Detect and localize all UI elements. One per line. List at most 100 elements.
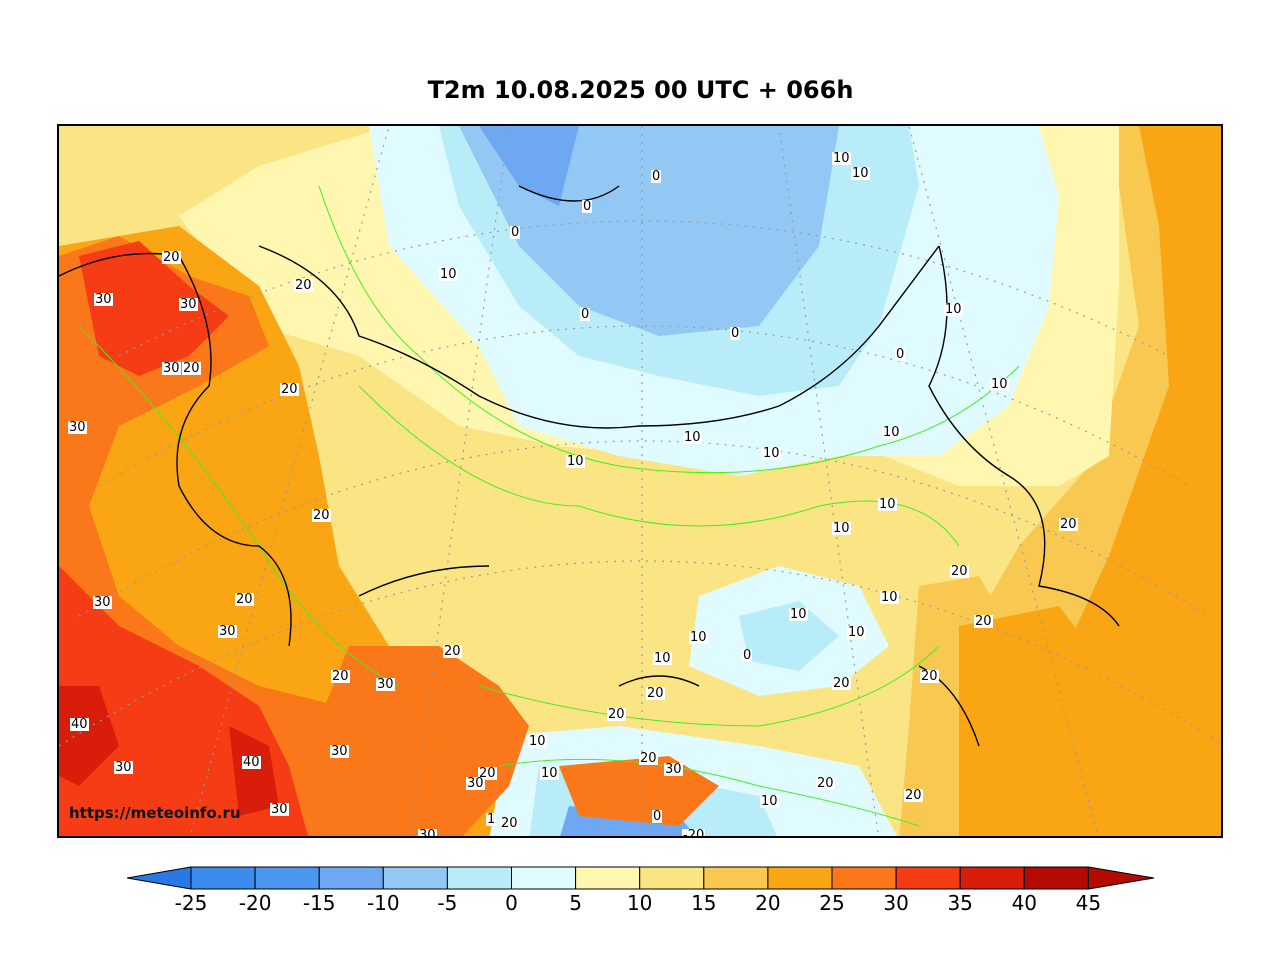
contour-label: 20 xyxy=(443,644,462,659)
contour-label: 20 xyxy=(235,592,254,607)
contour-label: 20 xyxy=(974,614,993,629)
contour-label: 20 xyxy=(294,278,313,293)
contour-label: 10 xyxy=(990,377,1009,392)
colorbar-tick-label: 10 xyxy=(626,891,653,915)
colorbar-tick-label: 0 xyxy=(505,891,518,915)
contour-label: 20 xyxy=(500,816,519,831)
colorbar-max-arrow xyxy=(1087,866,1154,890)
contour-label: 20 xyxy=(1059,517,1078,532)
colorbar-tick-label: -5 xyxy=(437,891,458,915)
colorbar-tick-label: 30 xyxy=(883,891,909,915)
colorbar-segment xyxy=(575,866,641,890)
map-title: T2m 10.08.2025 00 UTC + 066h xyxy=(427,76,854,104)
contour-label: 10 xyxy=(689,630,708,645)
contour-label: 0 xyxy=(652,809,663,824)
contour-label: 10 xyxy=(439,267,458,282)
contour-label: 10 xyxy=(880,590,899,605)
colorbar-segment xyxy=(254,866,320,890)
contour-label: 10 xyxy=(878,497,897,512)
colorbar-tick-label: 40 xyxy=(1011,891,1038,915)
contour-label: 20 xyxy=(950,564,969,579)
contour-label: 0 xyxy=(582,199,593,214)
colorbar-segment xyxy=(767,866,833,890)
contour-label: 30 xyxy=(466,776,485,791)
colorbar-segment xyxy=(446,866,512,890)
colorbar-segment xyxy=(703,866,769,890)
contour-label: 20 xyxy=(832,676,851,691)
colorbar-tick-label: 25 xyxy=(819,891,845,915)
temperature-map: 10 10 0 0 0 20 10 20 30 30 10 0 0 0 30 20 10 20 30 10 10 10 10… xyxy=(57,124,1223,838)
contour-label: 20 xyxy=(478,766,497,781)
contour-label: 0 xyxy=(580,307,591,322)
contour-label: 10 xyxy=(789,607,808,622)
contour-label: 20 xyxy=(639,751,658,766)
contour-label: 10 xyxy=(847,625,866,640)
contour-label: 30 xyxy=(270,802,289,817)
contour-label: 10 xyxy=(540,766,559,781)
contour-label: 20 xyxy=(646,686,665,701)
contour-label: 0 xyxy=(510,225,521,240)
colorbar-segment xyxy=(511,866,577,890)
contour-label: 30 xyxy=(218,624,237,639)
contour-label: 30 xyxy=(68,420,87,435)
contour-label: 20 xyxy=(607,707,626,722)
contour-label: 0 xyxy=(742,648,753,663)
colorbar xyxy=(127,866,1154,890)
contour-label: -20 xyxy=(682,829,706,836)
colorbar-segment xyxy=(318,866,384,890)
colorbar-segment xyxy=(959,866,1025,890)
contour-label: 20 xyxy=(182,361,201,376)
contour-label: 10 xyxy=(882,425,901,440)
contour-label: 30 xyxy=(376,677,395,692)
colorbar-segment xyxy=(831,866,897,890)
contour-label: 0 xyxy=(895,347,906,362)
watermark: https://meteoinfo.ru xyxy=(69,804,241,822)
colorbar-segment xyxy=(190,866,256,890)
contour-label: 10 xyxy=(528,734,547,749)
colorbar-tick-label: 35 xyxy=(947,891,973,915)
colorbar-segment xyxy=(382,866,448,890)
contour-label: 10 xyxy=(683,430,702,445)
colorbar-tick-label: -10 xyxy=(366,891,400,915)
colorbar-tick-label: 45 xyxy=(1075,891,1102,915)
colorbar-min-arrow xyxy=(127,866,192,890)
contour-label: 0 xyxy=(730,326,741,341)
contour-label: 20 xyxy=(816,776,835,791)
colorbar-tick-label: 5 xyxy=(569,891,582,915)
contour-label: 10 xyxy=(760,794,779,809)
contour-label: 30 xyxy=(94,292,113,307)
colorbar-tick-label: -15 xyxy=(302,891,336,915)
contour-label: 30 xyxy=(664,762,683,777)
colorbar-tick-label: -20 xyxy=(238,891,272,915)
colorbar-segment xyxy=(639,866,705,890)
contour-label: 40 xyxy=(70,717,89,732)
contour-label: 20 xyxy=(920,669,939,684)
contour-label: 20 xyxy=(312,508,331,523)
contour-label: 10 xyxy=(944,302,963,317)
contour-label: 10 xyxy=(851,166,870,181)
colorbar-segment xyxy=(1023,866,1089,890)
contour-label: 20 xyxy=(904,788,923,803)
colorbar-segment xyxy=(895,866,961,890)
contour-label: 30 xyxy=(114,760,133,775)
contour-label: 30 xyxy=(330,744,349,759)
colorbar-tick-label: -25 xyxy=(174,891,208,915)
contour-label: 10 xyxy=(832,151,851,166)
contour-label: 20 xyxy=(331,669,350,684)
contour-label: 30 xyxy=(179,297,198,312)
contour-label: 10 xyxy=(566,454,585,469)
contour-label: 30 xyxy=(418,829,437,836)
contour-label: 10 xyxy=(653,651,672,666)
colorbar-tick-label: 15 xyxy=(691,891,717,915)
contour-label: 30 xyxy=(93,595,112,610)
contour-label: 20 xyxy=(162,250,181,265)
contour-label: 0 xyxy=(651,169,662,184)
contour-label: 30 xyxy=(162,361,181,376)
contour-label: 40 xyxy=(242,755,261,770)
contour-label: 20 xyxy=(280,382,299,397)
contour-label: 10 xyxy=(762,446,781,461)
contour-label: 10 xyxy=(832,521,851,536)
contour-label: 1 xyxy=(486,812,497,827)
map-fill xyxy=(59,126,1221,836)
colorbar-tick-label: 20 xyxy=(755,891,781,915)
